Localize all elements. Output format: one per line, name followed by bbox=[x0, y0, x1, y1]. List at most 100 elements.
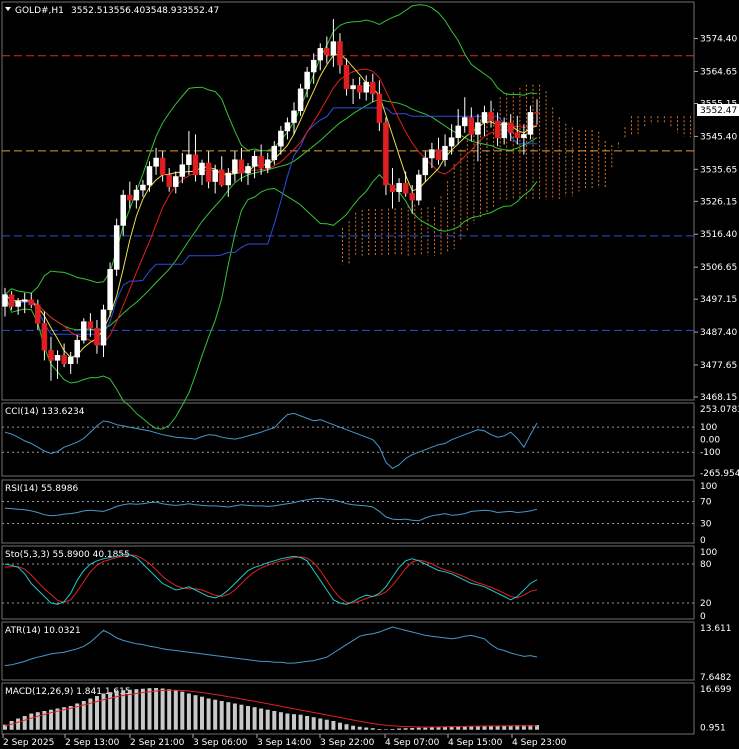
macd-bar bbox=[42, 711, 47, 730]
candle-bull bbox=[186, 154, 192, 165]
price-tick-label: 3497.15 bbox=[700, 295, 737, 305]
candle-bear bbox=[468, 117, 475, 135]
macd-bar bbox=[108, 692, 113, 730]
price-tick-label: 3468.15 bbox=[700, 393, 737, 403]
atr-line bbox=[4, 626, 538, 667]
candle-bull bbox=[107, 269, 113, 311]
price-tick-label: 3487.40 bbox=[700, 328, 737, 338]
time-tick-label: 3 Sep 14:00 bbox=[257, 738, 312, 748]
candle-bull bbox=[363, 81, 369, 93]
candle-bull bbox=[15, 301, 21, 307]
panel-frame-rsi bbox=[1, 479, 695, 544]
candle-bear bbox=[376, 93, 383, 123]
macd-bar bbox=[55, 708, 60, 730]
panel-label-rsi: RSI(14) 55.8986 bbox=[5, 484, 78, 494]
candle-bull bbox=[297, 88, 304, 111]
candle-bull bbox=[475, 122, 481, 135]
macd-bar bbox=[469, 726, 474, 730]
candle-bull bbox=[81, 321, 87, 341]
panel-tick-label: -100 bbox=[700, 448, 721, 458]
price-tick-label: 3574.40 bbox=[700, 35, 737, 45]
macd-bar bbox=[140, 688, 145, 730]
panel-frame-cci bbox=[1, 402, 695, 477]
header-open: 3552.51 bbox=[71, 6, 108, 16]
price-tick-label: 3564.65 bbox=[700, 67, 737, 77]
candle-bull bbox=[251, 156, 258, 167]
candle-bear bbox=[402, 183, 409, 194]
macd-bar bbox=[370, 728, 375, 730]
candle-bear bbox=[507, 122, 514, 133]
candle-bull bbox=[271, 145, 278, 160]
panel-tick-label: 13.611 bbox=[700, 624, 732, 634]
macd-bar bbox=[226, 702, 231, 730]
macd-bar bbox=[127, 689, 132, 730]
macd-bar bbox=[344, 724, 349, 730]
panel-tick-label: 7.6482 bbox=[700, 673, 732, 683]
candle-bear bbox=[8, 294, 15, 307]
macd-bar bbox=[114, 691, 119, 730]
macd-bar bbox=[134, 689, 139, 730]
macd-bar bbox=[305, 716, 310, 730]
chevron-down-icon[interactable] bbox=[5, 7, 11, 11]
candle-bull bbox=[153, 157, 159, 167]
macd-bar bbox=[502, 725, 507, 730]
candle-bull bbox=[448, 137, 455, 147]
candle-bull bbox=[74, 339, 80, 358]
candle-bull bbox=[422, 157, 429, 176]
fast-ma bbox=[4, 53, 538, 358]
macd-bar bbox=[95, 696, 99, 730]
candle-bear bbox=[494, 120, 501, 139]
candle-bull bbox=[113, 225, 120, 270]
macd-bar bbox=[68, 706, 73, 730]
macd-bar bbox=[232, 703, 237, 730]
macd-bar bbox=[357, 726, 362, 730]
macd-bar bbox=[147, 688, 152, 730]
time-tick-label: 3 Sep 22:00 bbox=[320, 738, 375, 748]
time-axis: 2 Sep 2025 2 Sep 13:00 2 Sep 21:00 3 Sep 06… bbox=[2, 734, 567, 748]
candle-bear bbox=[409, 193, 415, 201]
time-tick-label: 2 Sep 2025 bbox=[3, 738, 54, 748]
candle-bear bbox=[337, 41, 343, 66]
price-tick-label: 3506.65 bbox=[700, 263, 737, 273]
candle-bull bbox=[396, 183, 402, 192]
macd-bar bbox=[246, 706, 250, 730]
macd-bar bbox=[160, 688, 165, 730]
macd-bar bbox=[364, 727, 369, 730]
candle-bull bbox=[304, 71, 310, 90]
macd-bar bbox=[397, 728, 402, 730]
macd-bar bbox=[324, 719, 329, 730]
macd-bar bbox=[410, 728, 415, 730]
panel-tick-label: 0.951 bbox=[700, 723, 726, 733]
macd-bar bbox=[180, 691, 185, 730]
header-low: 3548.93 bbox=[145, 6, 182, 16]
panel-tick-label: 30 bbox=[700, 520, 712, 530]
macd-bar bbox=[101, 693, 106, 730]
panel-tick-label: 0 bbox=[700, 536, 706, 546]
macd-bar bbox=[311, 717, 316, 730]
candle-bull bbox=[442, 145, 448, 160]
macd-bar bbox=[272, 711, 277, 730]
slow-ma bbox=[4, 68, 538, 346]
candle-bull bbox=[481, 112, 488, 123]
ichimoku-cloud bbox=[342, 84, 692, 265]
candle-bull bbox=[416, 174, 422, 201]
macd-bar bbox=[403, 728, 408, 730]
candle-bull bbox=[146, 166, 153, 186]
price-axis: 3574.403564.653555.153545.403535.653526.… bbox=[694, 35, 737, 403]
kijun-line bbox=[5, 107, 537, 335]
time-tick-label: 4 Sep 23:00 bbox=[512, 738, 567, 748]
panel-frame-sto bbox=[1, 545, 695, 620]
macd-bar bbox=[535, 725, 539, 730]
candle-bear bbox=[166, 174, 172, 187]
current-price-box bbox=[697, 104, 739, 116]
macd-bar bbox=[318, 718, 323, 730]
macd-bar bbox=[462, 726, 467, 730]
panel-tick-label: 80 bbox=[700, 560, 712, 570]
candle-bull bbox=[199, 162, 205, 176]
candle-bull bbox=[527, 112, 534, 135]
candle-bear bbox=[218, 169, 225, 186]
panel-tick-label: 100 bbox=[700, 423, 717, 433]
macd-bar bbox=[475, 726, 480, 730]
price-tick-label: 3526.15 bbox=[700, 197, 737, 207]
